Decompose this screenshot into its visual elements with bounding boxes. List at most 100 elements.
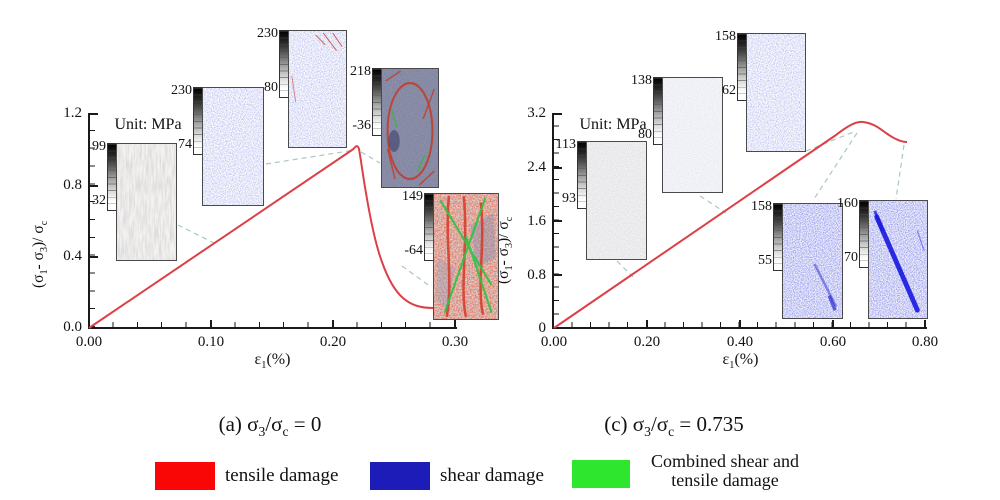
plot-a-y-tick — [90, 185, 98, 187]
inset-specimen-c2: 138 80 — [631, 73, 723, 193]
inset-specimen-c4: 158 55 — [751, 199, 843, 319]
inset-specimen-a4: 218 -36 — [350, 64, 439, 188]
y-tick-label: 2.4 — [527, 159, 546, 175]
x-tick-label: 0.30 — [441, 334, 469, 350]
colorbar-min-label: 74 — [178, 137, 192, 152]
colorbar-min-label: 80 — [638, 127, 652, 142]
colorbar-max-label: 218 — [350, 64, 371, 79]
y-tick-label: 0.4 — [63, 248, 82, 264]
y-tick-label: 1.6 — [527, 213, 546, 229]
inset-specimen-a1: 99 32 — [85, 139, 177, 261]
colorbar-max-label: 99 — [92, 139, 106, 154]
connector-line — [699, 195, 727, 214]
plot-a-x-tick — [454, 320, 456, 328]
x-tick-label: 0.80 — [911, 334, 939, 350]
x-tick-label: 0.60 — [819, 334, 847, 350]
connector-line — [401, 265, 432, 288]
specimen-image — [433, 193, 499, 320]
colorbar-max-label: 149 — [402, 189, 423, 204]
plot-a-y-minor-ticks — [90, 113, 95, 328]
plot-c-y-axis — [552, 113, 554, 329]
specimen-image — [586, 141, 647, 260]
plot-c-x-tick — [832, 320, 834, 328]
specimen-image — [868, 200, 928, 319]
y-tick-label: 3.2 — [527, 105, 546, 121]
inset-specimen-a3: 230 80 — [257, 26, 347, 148]
plot-a-y-axis — [88, 113, 90, 329]
plot-c-y-tick — [554, 167, 562, 169]
legend-label-shear: shear damage — [440, 465, 544, 486]
plot-a-unit-label: Unit: MPa — [114, 116, 182, 133]
specimen-image — [381, 68, 439, 188]
x-tick-label: 0.20 — [319, 334, 347, 350]
colorbar-min-label: 70 — [844, 250, 858, 265]
y-tick-label: 0.0 — [63, 319, 82, 335]
inset-specimen-c1: 113 93 — [555, 137, 647, 260]
plot-c-x-axis-title: ε1(%) — [722, 351, 759, 372]
connector-line — [265, 149, 356, 165]
colorbar-min-label: -36 — [352, 118, 371, 133]
colorbar-max-label: 113 — [555, 137, 576, 152]
x-tick-label: 0.00 — [540, 334, 568, 350]
colorbar-min-label: 32 — [92, 193, 106, 208]
plot-c-y-tick — [554, 274, 562, 276]
caption-c: (c) σ3/σc = 0.735 — [604, 412, 744, 440]
x-tick-label: 0.10 — [197, 334, 225, 350]
colorbar-min-label: 93 — [562, 191, 576, 206]
colorbar-max-label: 158 — [715, 29, 736, 44]
legend-label-tensile: tensile damage — [225, 465, 339, 486]
colorbar-max-label: 158 — [751, 199, 772, 214]
y-tick-label: 0.8 — [527, 267, 546, 283]
inset-specimen-c5: 160 70 — [837, 196, 928, 319]
connector-line — [895, 144, 905, 200]
connector-line — [616, 260, 634, 278]
connector-line — [813, 132, 858, 200]
y-tick-label: 0 — [538, 320, 547, 336]
colorbar-min-label: 62 — [722, 83, 736, 98]
plot-a-y-tick — [90, 113, 98, 115]
plot-c-x-tick — [739, 320, 741, 328]
stress-strain-curve-c — [553, 120, 908, 329]
inset-specimen-a5: 149 -64 — [402, 189, 499, 320]
x-tick-label: 0.40 — [726, 334, 754, 350]
legend-swatch-combined — [572, 460, 630, 488]
colorbar-min-label: -64 — [404, 243, 423, 258]
x-tick-label: 0.00 — [75, 334, 103, 350]
plot-c-unit-label: Unit: MPa — [579, 116, 647, 133]
plot-a-y-tick — [90, 256, 98, 258]
x-tick-label: 0.20 — [633, 334, 661, 350]
connector-line — [360, 151, 381, 164]
colorbar-min-label: 80 — [264, 80, 278, 95]
colorbar-min-label: 55 — [758, 253, 772, 268]
plot-a-x-minor-ticks — [89, 322, 456, 328]
plot-c-x-tick — [646, 320, 648, 328]
specimen-image — [202, 87, 264, 206]
specimen-image — [746, 33, 806, 152]
legend-swatch-tensile — [155, 462, 215, 490]
specimen-image — [116, 143, 177, 261]
colorbar-max-label: 230 — [257, 26, 278, 41]
connector-line — [177, 224, 215, 244]
legend-label-combined-line1: Combined shear and — [651, 451, 799, 471]
colorbar-max-label: 138 — [631, 73, 652, 88]
caption-a: (a) σ3/σc = 0 — [218, 412, 322, 440]
inset-specimen-c3: 158 62 — [715, 29, 806, 152]
plot-a-x-tick — [332, 320, 334, 328]
plot-c-y-tick — [554, 113, 562, 115]
legend-swatch-shear — [370, 462, 430, 490]
plot-c-x-tick — [924, 320, 926, 328]
inset-specimen-a2: 230 74 — [171, 83, 264, 206]
specimen-image — [662, 77, 723, 193]
colorbar-max-label: 230 — [171, 83, 192, 98]
connector-line — [805, 130, 857, 152]
specimen-image — [782, 203, 843, 319]
y-tick-label: 1.2 — [63, 105, 82, 121]
specimen-image — [288, 30, 347, 148]
plot-a-x-tick — [210, 320, 212, 328]
legend-label-combined-line2: tensile damage — [671, 470, 779, 490]
plot-c-y-tick — [554, 220, 562, 222]
plot-a-x-axis-title: ε1(%) — [254, 351, 291, 372]
stress-strain-curve-a — [88, 145, 434, 329]
